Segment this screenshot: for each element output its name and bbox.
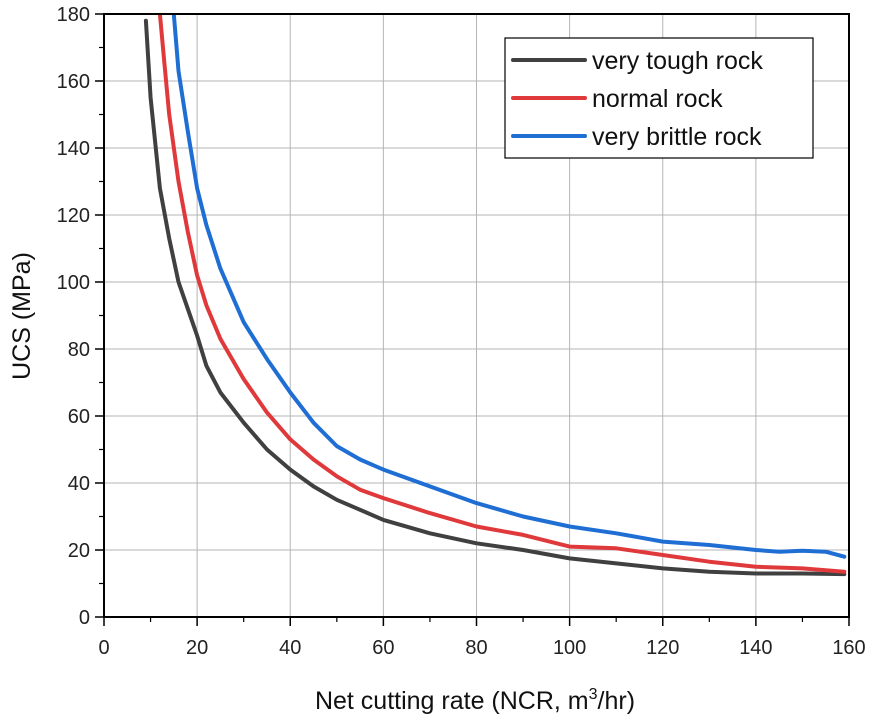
x-tick-label: 120: [646, 637, 679, 659]
y-tick-label: 40: [68, 473, 90, 495]
y-tick-label: 20: [68, 540, 90, 562]
x-tick-label: 80: [465, 637, 487, 659]
y-tick-label: 0: [79, 607, 90, 629]
x-axis-title-main: Net cutting rate (NCR, m: [315, 687, 589, 715]
y-tick-label: 160: [57, 71, 90, 93]
legend-label-very-tough-rock: very tough rock: [592, 47, 763, 75]
x-axis-title: Net cutting rate (NCR, m3/hr): [315, 686, 635, 715]
series-line-very-brittle-rock: [171, 14, 847, 559]
x-tick-label: 20: [186, 637, 208, 659]
series-layer: [143, 14, 847, 577]
x-tick-label: 0: [98, 637, 109, 659]
x-tick-label: 100: [553, 637, 586, 659]
series-line-very-tough-rock: [143, 18, 847, 577]
legend-label-very-brittle-rock: very brittle rock: [592, 123, 762, 151]
tick-labels: 0 20 40 60 80 100 120 140 160 0 20 40 60 80 100 120 140 1…: [57, 4, 866, 659]
x-tick-label: 140: [739, 637, 772, 659]
x-tick-label: 40: [279, 637, 301, 659]
x-tick-label: 60: [372, 637, 394, 659]
x-tick-label: 160: [832, 637, 865, 659]
x-axis-title-tail: /hr): [598, 687, 636, 715]
y-tick-label: 100: [57, 272, 90, 294]
legend: very tough rock normal rock very brittle r…: [504, 37, 814, 159]
x-axis-title-sup: 3: [589, 686, 598, 703]
ticks: [95, 13, 850, 626]
y-axis-title: UCS (MPa): [8, 252, 36, 380]
series-line-normal-rock: [157, 14, 847, 574]
y-tick-label: 180: [57, 4, 90, 26]
y-tick-label: 80: [68, 339, 90, 361]
y-tick-label: 120: [57, 205, 90, 227]
legend-label-normal-rock: normal rock: [592, 85, 723, 113]
y-tick-label: 60: [68, 406, 90, 428]
y-tick-label: 140: [57, 138, 90, 160]
